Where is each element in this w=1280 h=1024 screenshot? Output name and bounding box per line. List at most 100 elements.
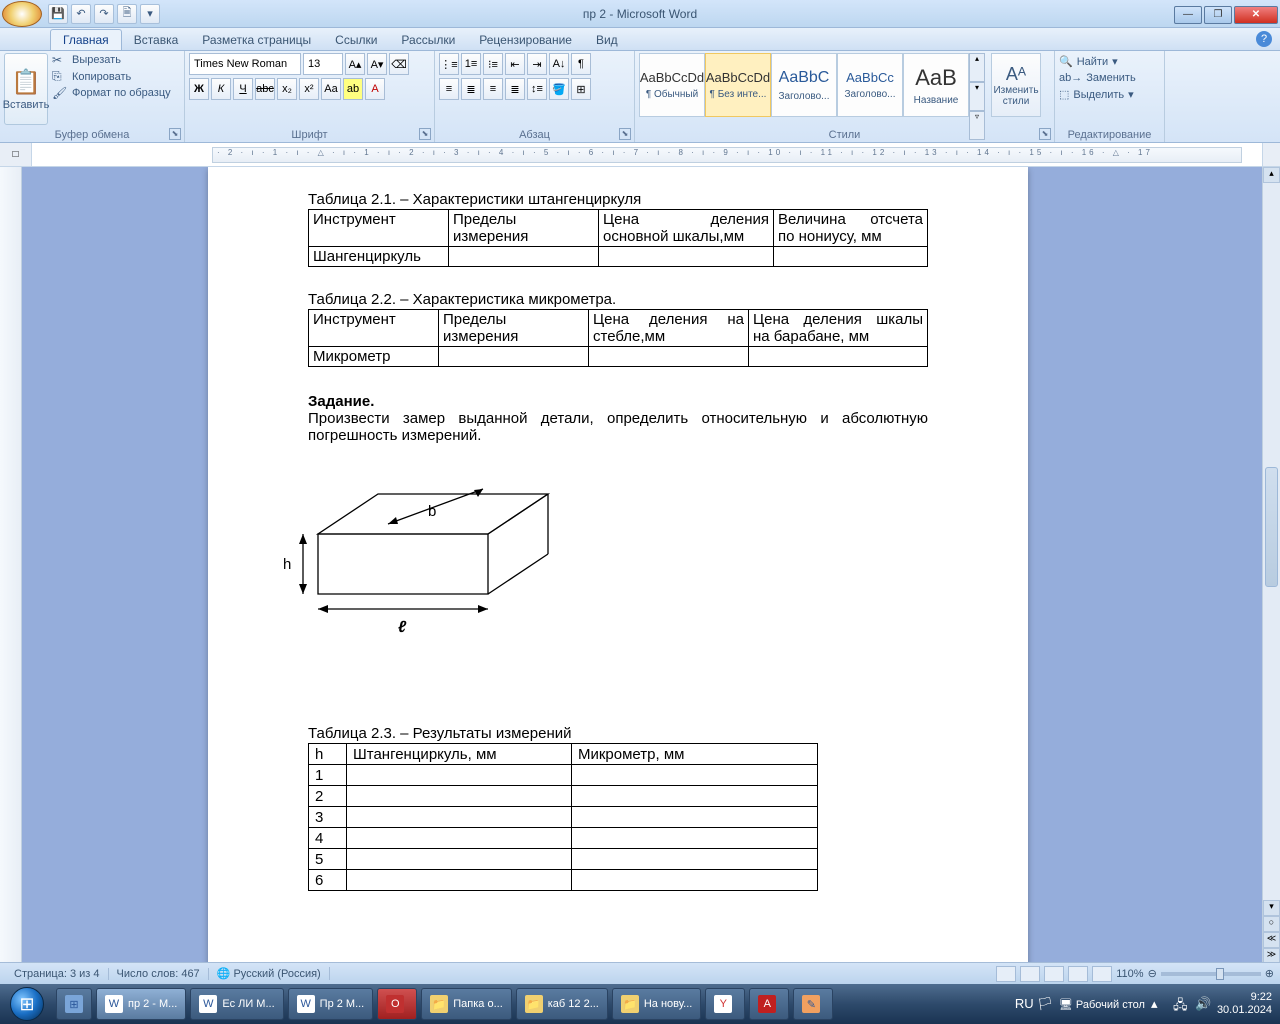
start-button[interactable] (0, 984, 54, 1024)
style-item[interactable]: AaBbCЗаголово... (771, 53, 837, 117)
superscript-button[interactable]: x² (299, 78, 319, 100)
paste-button[interactable]: 📋 Вставить (4, 53, 48, 125)
tray-show-desktop[interactable]: 🖥 Рабочий стол (1059, 998, 1145, 1011)
view-outline-button[interactable] (1068, 966, 1088, 982)
strikethrough-button[interactable]: abc (255, 78, 275, 100)
taskbar-notes[interactable]: ✎ (793, 988, 833, 1020)
close-button[interactable]: ✕ (1234, 6, 1278, 24)
decrease-indent-button[interactable]: ⇤ (505, 53, 525, 75)
shrink-font-button[interactable]: A▾ (367, 53, 387, 75)
line-spacing-button[interactable]: ↕≡ (527, 78, 547, 100)
align-center-button[interactable]: ≣ (461, 78, 481, 100)
taskbar-opera[interactable]: O (377, 988, 417, 1020)
style-item[interactable]: AaBНазвание (903, 53, 969, 117)
qat-more-icon[interactable]: ▾ (140, 4, 160, 24)
italic-button[interactable]: К (211, 78, 231, 100)
align-left-button[interactable]: ≡ (439, 78, 459, 100)
tray-up-icon[interactable]: ▴ (1151, 996, 1167, 1012)
tab-insert[interactable]: Вставка (122, 30, 191, 50)
tray-clock[interactable]: 9:22 30.01.2024 (1217, 991, 1272, 1017)
maximize-button[interactable]: ❐ (1204, 6, 1232, 24)
show-marks-button[interactable]: ¶ (571, 53, 591, 75)
zoom-value[interactable]: 110% (1116, 968, 1143, 980)
document-page[interactable]: Таблица 2.1. – Характеристики штангенцир… (208, 167, 1028, 964)
style-item[interactable]: AaBbCcDd¶ Без инте... (705, 53, 771, 117)
cut-button[interactable]: ✂Вырезать (52, 53, 171, 67)
style-item[interactable]: AaBbCcDd¶ Обычный (639, 53, 705, 117)
tab-mailings[interactable]: Рассылки (389, 30, 467, 50)
highlight-button[interactable]: ab (343, 78, 363, 100)
format-painter-button[interactable]: 🖌Формат по образцу (52, 86, 171, 100)
scroll-thumb[interactable] (1265, 467, 1278, 587)
borders-button[interactable]: ⊞ (571, 78, 591, 100)
ruler-toggle[interactable] (1262, 143, 1280, 166)
justify-button[interactable]: ≣ (505, 78, 525, 100)
tray-sound-icon[interactable]: 🔊 (1195, 996, 1211, 1012)
view-print-layout-button[interactable] (996, 966, 1016, 982)
scroll-up-button[interactable]: ▴ (1263, 167, 1280, 183)
underline-button[interactable]: Ч (233, 78, 253, 100)
zoom-in-button[interactable]: ⊕ (1265, 967, 1274, 980)
zoom-out-button[interactable]: ⊖ (1148, 967, 1157, 980)
style-item[interactable]: AaBbCcЗаголово... (837, 53, 903, 117)
tab-references[interactable]: Ссылки (323, 30, 389, 50)
status-page[interactable]: Страница: 3 из 4 (6, 968, 109, 980)
help-icon[interactable]: ? (1256, 31, 1272, 47)
status-words[interactable]: Число слов: 467 (109, 968, 209, 980)
horizontal-ruler[interactable]: · 2 · ı · 1 · ı · △ · ı · 1 · ı · 2 · ı … (32, 143, 1262, 166)
taskbar-item[interactable]: WПр 2 М... (288, 988, 374, 1020)
taskbar-item[interactable]: WЕс ЛИ М... (190, 988, 283, 1020)
font-dialog-launcher[interactable]: ⬊ (419, 128, 431, 140)
tray-lang[interactable]: RU (1015, 996, 1031, 1012)
browse-object-button[interactable]: ○ (1263, 916, 1280, 932)
tab-home[interactable]: Главная (50, 29, 122, 50)
subscript-button[interactable]: x₂ (277, 78, 297, 100)
vertical-scrollbar[interactable]: ▴ ▾ ○ ≪ ≫ (1262, 167, 1280, 964)
numbering-button[interactable]: 1≡ (461, 53, 481, 75)
bullets-button[interactable]: ⋮≡ (439, 53, 459, 75)
replace-button[interactable]: ab→Заменить (1059, 70, 1160, 86)
taskbar-item[interactable]: 📁Папка о... (421, 988, 512, 1020)
grow-font-button[interactable]: A▴ (345, 53, 365, 75)
increase-indent-button[interactable]: ⇥ (527, 53, 547, 75)
view-web-button[interactable] (1044, 966, 1064, 982)
document-viewport[interactable]: Таблица 2.1. – Характеристики штангенцир… (22, 167, 1262, 964)
taskbar-yandex[interactable]: Y (705, 988, 745, 1020)
qat-new-icon[interactable]: 🗎 (117, 4, 137, 24)
qat-save-icon[interactable]: 💾 (48, 4, 68, 24)
taskbar-calc[interactable]: ⊞ (56, 988, 92, 1020)
tab-layout[interactable]: Разметка страницы (190, 30, 323, 50)
taskbar-item[interactable]: 📁каб 12 2... (516, 988, 608, 1020)
font-color-button[interactable]: A (365, 78, 385, 100)
copy-button[interactable]: ⎘Копировать (52, 69, 171, 84)
select-button[interactable]: ⬚Выделить ▾ (1059, 86, 1160, 103)
view-fullscreen-button[interactable] (1020, 966, 1040, 982)
clipboard-dialog-launcher[interactable]: ⬊ (169, 128, 181, 140)
vertical-ruler[interactable] (0, 167, 22, 964)
taskbar-acrobat[interactable]: A (749, 988, 789, 1020)
zoom-slider[interactable] (1161, 972, 1261, 976)
clear-formatting-button[interactable]: ⌫ (389, 53, 409, 75)
taskbar-item[interactable]: 📁На нову... (612, 988, 701, 1020)
paragraph-dialog-launcher[interactable]: ⬊ (619, 128, 631, 140)
qat-redo-icon[interactable]: ↷ (94, 4, 114, 24)
align-right-button[interactable]: ≡ (483, 78, 503, 100)
scroll-down-button[interactable]: ▾ (1263, 900, 1280, 916)
tab-view[interactable]: Вид (584, 30, 630, 50)
styles-dialog-launcher[interactable]: ⬊ (1039, 128, 1051, 140)
styles-scroll[interactable]: ▴▾▿ (969, 53, 985, 140)
ruler-corner[interactable]: □ (0, 143, 32, 166)
prev-page-button[interactable]: ≪ (1263, 932, 1280, 948)
view-draft-button[interactable] (1092, 966, 1112, 982)
change-styles-button[interactable]: Aᴬ Изменить стили (991, 53, 1041, 117)
find-button[interactable]: 🔍Найти ▾ (1059, 53, 1160, 70)
change-case-button[interactable]: Aa (321, 78, 341, 100)
font-name-input[interactable] (189, 53, 301, 75)
status-lang[interactable]: 🌐 Русский (Россия) (209, 967, 330, 980)
sort-button[interactable]: A↓ (549, 53, 569, 75)
qat-undo-icon[interactable]: ↶ (71, 4, 91, 24)
tray-network-icon[interactable]: 🖧 (1173, 996, 1189, 1012)
tray-flag-icon[interactable]: 🏳 (1037, 996, 1053, 1012)
bold-button[interactable]: Ж (189, 78, 209, 100)
office-button[interactable] (2, 1, 42, 27)
